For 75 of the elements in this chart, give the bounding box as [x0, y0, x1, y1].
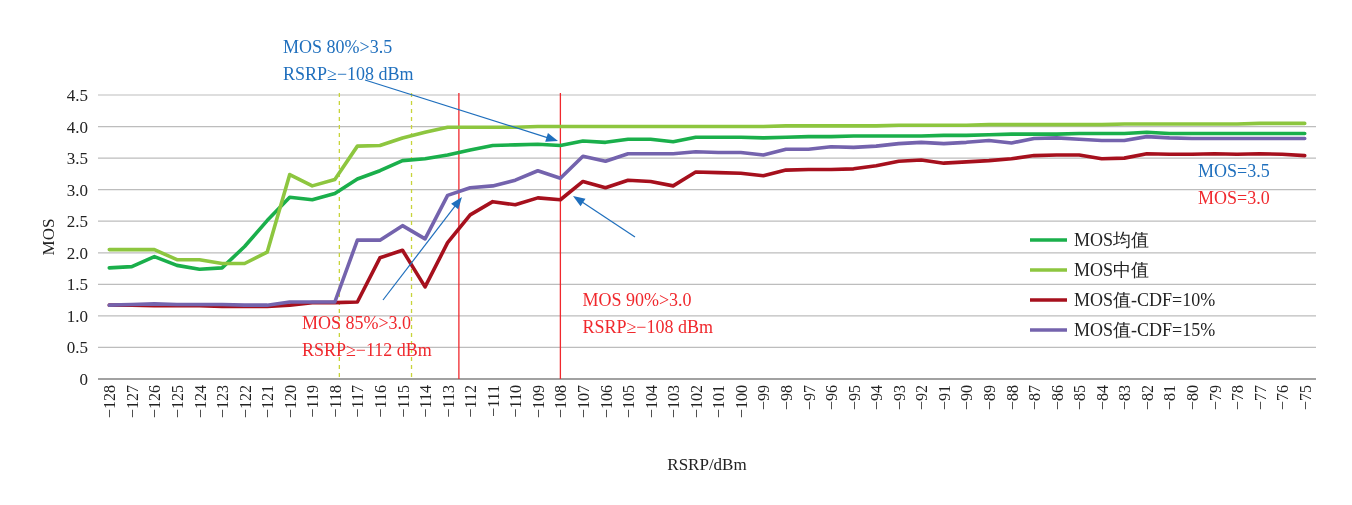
x-tick-label: −77: [1251, 385, 1269, 411]
x-tick-label: −128: [101, 385, 119, 419]
text: MOS 80%>3.5 RSRP≥−108 dBm: [283, 37, 414, 84]
x-tick-label: −90: [958, 385, 976, 411]
x-tick-label: −123: [214, 385, 232, 419]
x-tick-label: −106: [597, 385, 615, 419]
x-tick-label: −126: [146, 385, 164, 419]
x-tick-label: −87: [1026, 385, 1044, 411]
x-tick-label: −103: [665, 385, 683, 419]
x-tick-label: −80: [1183, 385, 1201, 411]
x-tick-label: −86: [1048, 385, 1066, 411]
x-tick-label: −101: [710, 385, 728, 419]
ref-line-label: MOS 85%>3.0 RSRP≥−112 dBm: [301, 312, 432, 360]
x-tick-label: −121: [259, 385, 277, 419]
y-tick-label: 4.0: [66, 117, 88, 137]
y-tick-label: 3.5: [66, 149, 88, 169]
x-tick-label: −83: [1116, 385, 1134, 411]
x-tick-label: −117: [349, 385, 367, 418]
x-tick-label: −99: [755, 385, 773, 411]
x-tick-label: −81: [1161, 385, 1179, 411]
x-tick-label: −93: [890, 385, 908, 411]
x-tick-label: −79: [1206, 385, 1224, 411]
x-tick-label: −112: [462, 385, 480, 418]
x-tick-label: −118: [326, 385, 344, 418]
y-tick-label: 1.5: [66, 275, 88, 295]
x-tick-label: −122: [236, 385, 254, 419]
x-tick-label: −100: [732, 385, 750, 419]
x-tick-label: −95: [845, 385, 863, 411]
annotation: MOS=3.5: [1198, 161, 1270, 181]
x-tick-label: −102: [687, 385, 705, 419]
x-tick-label: −75: [1296, 385, 1314, 411]
x-tick-label: −91: [935, 385, 953, 411]
y-tick-label: 2.0: [66, 243, 88, 263]
y-tick-label: 1.0: [66, 306, 88, 326]
x-tick-label: −109: [529, 385, 547, 419]
y-tick-label: 0.5: [66, 338, 88, 358]
x-tick-label: −105: [620, 385, 638, 419]
x-tick-label: −111: [484, 385, 502, 417]
x-tick-label: −119: [304, 385, 322, 418]
y-tick-label: 2.5: [66, 212, 88, 232]
x-tick-label: −88: [1003, 385, 1021, 411]
x-axis-title: RSRP/dBm: [667, 455, 747, 474]
y-tick-label: 4.5: [66, 86, 88, 105]
y-tick-label: 3.0: [66, 180, 88, 200]
x-tick-label: −127: [123, 385, 141, 419]
x-tick-label: −97: [800, 385, 818, 411]
x-tick-label: −125: [168, 385, 186, 419]
legend-label: MOS中值: [1074, 260, 1150, 280]
y-tick-label: 0: [79, 370, 88, 389]
x-tick-label: −120: [281, 385, 299, 419]
x-tick-label: −108: [552, 385, 570, 419]
legend-label: MOS值-CDF=10%: [1074, 290, 1216, 310]
x-tick-label: −114: [417, 385, 435, 418]
x-tick-label: −104: [642, 385, 660, 419]
x-tick-label: −110: [507, 385, 525, 418]
x-tick-label: −89: [980, 385, 998, 411]
x-tick-label: −115: [394, 385, 412, 418]
y-axis-title: MOS: [39, 218, 58, 256]
x-tick-label: −85: [1071, 385, 1089, 411]
x-tick-label: −76: [1274, 385, 1292, 411]
x-tick-label: −94: [868, 385, 886, 411]
x-tick-label: −92: [913, 385, 931, 411]
x-tick-label: −113: [439, 385, 457, 418]
x-tick-label: −124: [191, 385, 209, 419]
legend-label: MOS值-CDF=15%: [1074, 320, 1216, 340]
x-tick-label: −96: [823, 385, 841, 411]
annotation: MOS=3.0: [1198, 188, 1270, 208]
x-tick-label: −116: [371, 385, 389, 418]
ref-line-label: MOS 90%>3.0 RSRP≥−108 dBm: [582, 290, 713, 338]
x-tick-label: −78: [1229, 385, 1247, 411]
x-tick-label: −82: [1138, 385, 1156, 411]
x-tick-label: −98: [777, 385, 795, 411]
x-tick-label: −107: [574, 385, 592, 419]
x-tick-label: −84: [1093, 385, 1111, 411]
legend-label: MOS均值: [1074, 230, 1150, 250]
